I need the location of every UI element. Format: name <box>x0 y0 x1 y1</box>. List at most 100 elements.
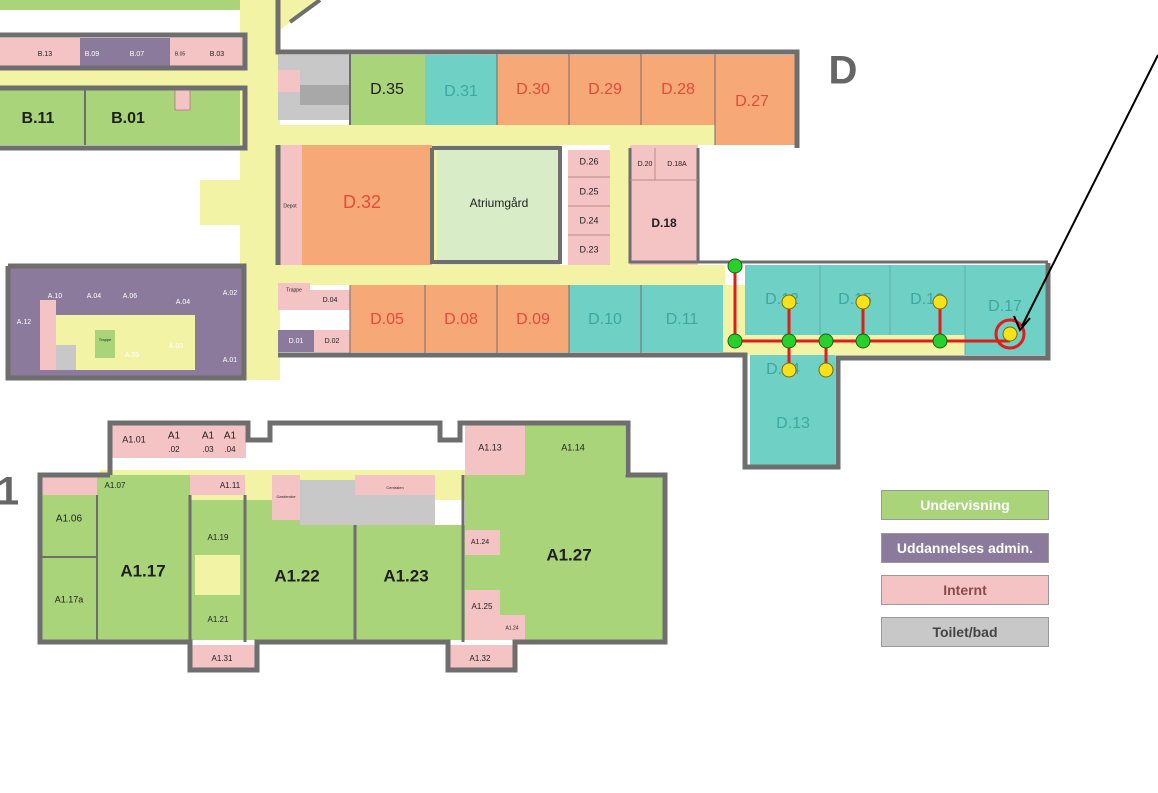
room-d29: D.29 <box>588 81 622 98</box>
room-d26: D.26 <box>579 156 598 166</box>
room-a1-03-line2: .03 <box>202 445 214 454</box>
waypoint-node <box>727 258 743 274</box>
room-b03: B.03 <box>210 51 225 58</box>
room-trappe-a: Trappe <box>99 337 112 342</box>
room-a06: A.06 <box>123 293 138 300</box>
room-d31: D.31 <box>444 83 478 100</box>
room-d01: D.01 <box>289 338 304 345</box>
room-trappe-d: Trappe <box>286 287 302 293</box>
room-d02: D.02 <box>325 338 340 345</box>
room-a1-25: A1.25 <box>472 602 493 611</box>
room-a1-27: A1.27 <box>546 545 591 564</box>
room-a12: A.12 <box>17 319 32 326</box>
room-a1-31: A1.31 <box>212 654 233 663</box>
room-a04-left: A.04 <box>87 293 102 300</box>
room-d09: D.09 <box>516 311 550 328</box>
room-d18a: D.18A <box>667 161 687 168</box>
room-d10: D.10 <box>588 311 622 328</box>
wing-d-bottom: Trappe D.04 D.01 D.02 D.05 D.08 D.09 D.1… <box>278 260 1051 470</box>
wing-d-top: D.35 D.31 D.30 D.29 D.28 D.27 D <box>275 0 858 148</box>
room-a1-02-line1: A1 <box>168 431 181 442</box>
room-d13: D.13 <box>776 415 810 432</box>
room-a1-02-line2: .02 <box>168 445 180 454</box>
room-node <box>818 362 834 378</box>
room-node <box>855 294 871 310</box>
room-node <box>932 294 948 310</box>
room-a1-22: A1.22 <box>274 566 319 585</box>
room-d20: D.20 <box>638 161 653 168</box>
room-a1-24-lower: A1.24 <box>505 625 518 631</box>
wing-a: A.10 A.04 A.06 A.04 A.02 A.12 Trappe A.0… <box>5 263 247 381</box>
target-ring <box>994 318 1026 350</box>
room-b05: B.05 <box>175 51 186 57</box>
wing-d-middle: Depot D.32 Atriumgård D.26 D.25 D.24 D.2… <box>275 145 700 265</box>
room-a1-17: A1.17 <box>120 561 165 580</box>
legend-label: Undervisning <box>920 497 1010 513</box>
room-a10: A.10 <box>48 293 63 300</box>
room-garderobe: Garderobe <box>276 494 296 499</box>
legend-item-internt: Internt <box>881 575 1049 605</box>
room-a1-03-line1: A1 <box>202 431 215 442</box>
room-a01: A.01 <box>223 357 238 364</box>
room-a02: A.02 <box>223 290 238 297</box>
room-a1-14: A1.14 <box>561 442 585 452</box>
legend-item-toilet: Toilet/bad <box>881 617 1049 647</box>
room-b11: B.11 <box>22 110 55 127</box>
legend-label: Internt <box>943 582 987 598</box>
wing-letter-d: D <box>829 49 858 93</box>
waypoint-node <box>855 333 871 349</box>
waypoint-node <box>932 333 948 349</box>
room-a1-01: A1.01 <box>122 434 146 444</box>
waypoint-node <box>727 333 743 349</box>
room-d24: D.24 <box>579 215 598 225</box>
room-d05: D.05 <box>370 311 404 328</box>
room-a03: A.03 <box>169 343 184 350</box>
room-a04-right: A.04 <box>176 299 191 306</box>
legend-label: Toilet/bad <box>932 624 998 640</box>
room-d25: D.25 <box>579 186 598 196</box>
room-d32: D.32 <box>343 192 381 212</box>
room-a1-04-line1: A1 <box>224 431 237 442</box>
room-depot: Depot <box>283 203 297 209</box>
room-node <box>781 294 797 310</box>
destination-nodes <box>781 294 1018 378</box>
room-d08: D.08 <box>444 311 478 328</box>
room-b01: B.01 <box>111 110 145 127</box>
room-d18: D.18 <box>651 216 677 230</box>
room-b07: B.07 <box>130 51 145 58</box>
pointer-arrow <box>1013 54 1158 332</box>
waypoint-node <box>781 333 797 349</box>
room-a1-24-upper: A1.24 <box>471 539 489 546</box>
room-d11: D.11 <box>666 311 699 328</box>
room-d04: D.04 <box>323 297 338 304</box>
room-b13: B.13 <box>38 51 53 58</box>
legend-item-admin: Uddannelses admin. <box>881 533 1049 563</box>
target-node <box>1002 326 1018 342</box>
room-a1-13: A1.13 <box>478 442 502 452</box>
legend-label: Uddannelses admin. <box>896 540 1034 556</box>
room-node <box>781 362 797 378</box>
room-a1-32: A1.32 <box>470 654 491 663</box>
room-d30: D.30 <box>516 81 550 98</box>
room-d27: D.27 <box>735 93 769 110</box>
room-a1-06: A1.06 <box>56 514 83 525</box>
room-a1-19: A1.19 <box>208 533 229 542</box>
room-a05: A.05 <box>125 352 140 359</box>
room-a1-17a: A1.17a <box>55 594 84 604</box>
waypoint-node <box>818 333 834 349</box>
room-d35: D.35 <box>370 81 404 98</box>
room-a1-21: A1.21 <box>208 615 229 624</box>
room-a1-07: A1.07 <box>105 481 126 490</box>
room-a1-11: A1.11 <box>220 481 241 490</box>
room-a1-23: A1.23 <box>383 566 428 585</box>
room-centralen: Centralen <box>386 485 403 490</box>
wing-number-fragment: 1 <box>0 470 19 514</box>
atrium: Atriumgård <box>470 196 529 210</box>
room-d17: D.17 <box>988 298 1022 315</box>
route-nodes <box>727 258 948 349</box>
legend-item-undervisning: Undervisning <box>881 490 1049 520</box>
wing-b: B.13 B.09 B.07 B.05 B.03 B.11 B.01 <box>0 0 248 151</box>
room-b09: B.09 <box>85 51 100 58</box>
wing-a1: A1.01 A1 .02 A1 .03 A1 .04 A1.13 A1.14 A… <box>0 420 668 673</box>
